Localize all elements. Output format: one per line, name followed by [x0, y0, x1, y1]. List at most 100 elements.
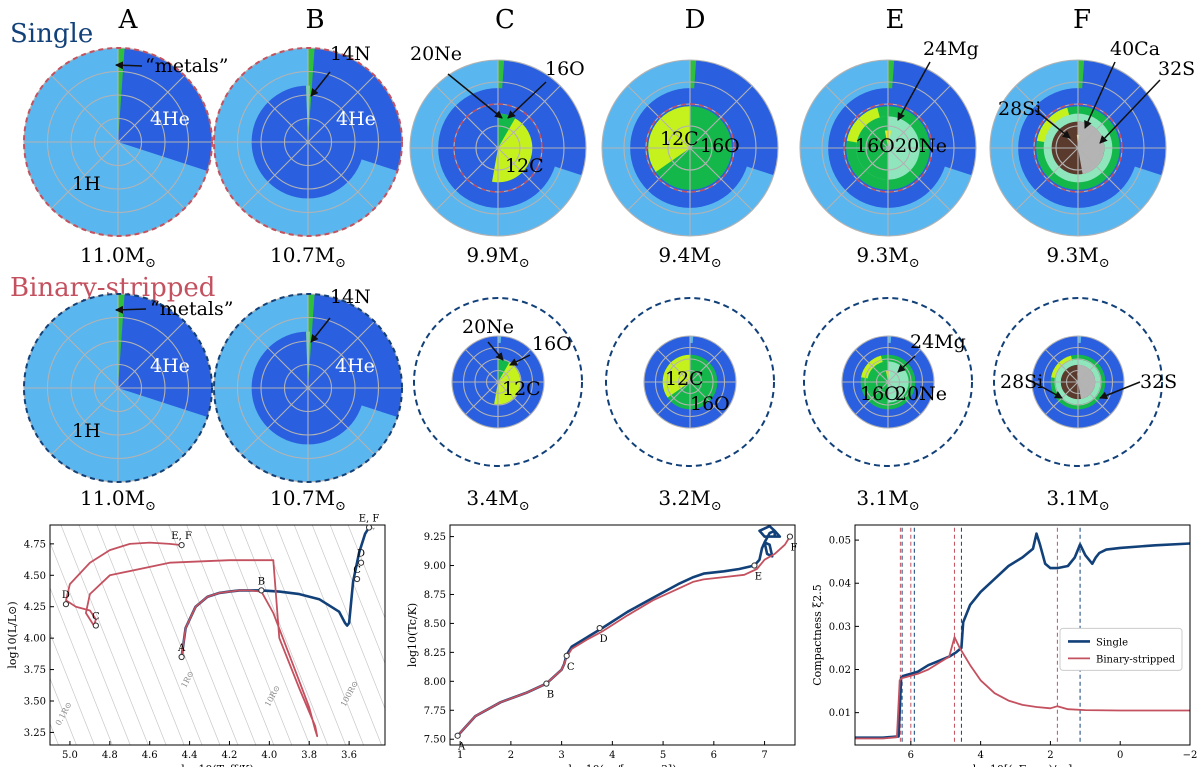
pie-grid-spoke [657, 349, 691, 383]
arrow [447, 73, 503, 119]
mass-label: 9.9M⊙ [466, 243, 529, 271]
label-he4: 4He [150, 108, 190, 130]
y-axis-label: log10(Tc/K) [406, 603, 419, 667]
point-label: D [62, 590, 70, 601]
y-tick-label: 9.25 [424, 532, 446, 543]
radius-label: 100R⊙ [339, 679, 360, 708]
x-tick-label: 2 [1047, 750, 1053, 761]
axes-frame [49, 524, 386, 746]
pie-grid-spoke [1077, 349, 1111, 383]
hr-diagram-chart: 0.1R⊙ 1R⊙ 10R⊙ 100R⊙ 1000R⊙ 5.0 4.8 4.6 4.4 4.2 4.… [6, 514, 386, 767]
x-axis-label: log10(Teff/K) [181, 763, 254, 767]
label-o16: 16O [855, 135, 895, 157]
label-o16: 16O [532, 333, 572, 355]
radius-line [50, 541, 131, 745]
x-tick-label: 7 [761, 750, 767, 761]
label-ne20: 20Ne [895, 383, 947, 405]
x-tick-label: 0 [1117, 750, 1123, 761]
pie-column-C [409, 59, 587, 237]
mass-label: 3.4M⊙ [466, 486, 529, 514]
column-label-D: D [685, 5, 706, 35]
arrow [115, 61, 143, 70]
x-tick-label: 2 [508, 750, 514, 761]
point-marker [751, 562, 758, 569]
point-marker [454, 732, 461, 739]
pie-column-B [213, 293, 403, 483]
pie-grid-spoke [117, 141, 185, 209]
column-label-C: C [495, 5, 515, 35]
pie-column-F [989, 59, 1167, 237]
pie-oxygen [498, 359, 510, 382]
point-marker [357, 559, 365, 566]
x-tick-label: 6 [711, 750, 717, 761]
legend-entry: Single [1096, 637, 1128, 648]
label-h1: 1H [72, 173, 101, 195]
radius-line [150, 525, 239, 745]
point-marker [258, 587, 265, 594]
pie-initial-radius [605, 297, 775, 467]
label-metals: “metals” [150, 298, 233, 320]
arrow [509, 354, 531, 366]
arrow [1034, 382, 1063, 399]
y-tick-label: 0.01 [829, 708, 851, 719]
radius-line [50, 677, 77, 745]
pie-grid-spoke [51, 75, 119, 143]
label-he4: 4He [336, 108, 376, 130]
radius-line [132, 525, 221, 745]
arrow [897, 61, 931, 121]
legend-entry: Binary-stripped [1096, 654, 1176, 665]
mass-labels-single: 11.0M⊙ 10.7M⊙ 9.9M⊙ 9.4M⊙ 9.3M⊙ 9.3M⊙ [80, 243, 1110, 271]
radius-label: 10R⊙ [263, 684, 282, 708]
label-ca40: 40Ca [1110, 38, 1160, 60]
row-label-single: Single [10, 19, 93, 49]
y-tick-label: 0.02 [829, 665, 851, 676]
label-ne20: 20Ne [410, 43, 462, 65]
label-si28: 28Si [1000, 371, 1043, 393]
arrow [1084, 61, 1116, 129]
x-tick-label: 4 [609, 750, 615, 761]
radius-line [240, 525, 329, 745]
mass-label: 9.4M⊙ [658, 243, 721, 271]
x-tick-label: 4.0 [261, 750, 277, 761]
y-tick-label: 0.04 [829, 579, 851, 590]
x-tick-label: 3 [558, 750, 564, 761]
y-tick-label: 8.75 [424, 590, 446, 601]
pie-grid-spoke [689, 381, 723, 415]
radius-line [50, 586, 113, 745]
point-label: C [353, 565, 361, 576]
plot-area [456, 525, 791, 737]
pie-grid-spoke [241, 387, 309, 455]
point-marker [178, 542, 185, 549]
mass-label: 10.7M⊙ [270, 486, 346, 514]
pie-grid-spoke [689, 349, 723, 383]
y-tick-label: 7.50 [424, 735, 446, 746]
pie-grid-spoke [51, 321, 119, 389]
mass-label: 9.3M⊙ [1046, 243, 1109, 271]
y-tick-label: 0.03 [829, 622, 851, 633]
pie-outline [213, 293, 403, 483]
radius-line [293, 525, 382, 745]
pie-column-D [605, 297, 775, 467]
label-s32: 32S [1158, 58, 1195, 80]
pie-grid-spoke [657, 381, 691, 415]
pie-grid-spoke [307, 75, 375, 143]
series-line-stripped [456, 536, 791, 737]
label-metals: “metals” [145, 55, 228, 77]
pie-grid-spoke [307, 321, 375, 389]
y-tick-label: 0.05 [829, 536, 851, 547]
pie-grid-spoke [117, 75, 185, 143]
pie-oxygen [498, 113, 516, 148]
pie-outline [213, 47, 403, 237]
y-tick-label: 3.50 [24, 697, 46, 708]
plot-area [855, 525, 1190, 745]
element-annotations: “metals” 4He 1H 14N 4He 20Ne 16O 12C 12C… [72, 38, 1195, 442]
point-marker [62, 601, 70, 608]
pie-grid-spoke [307, 141, 375, 209]
label-s32: 32S [1140, 371, 1177, 393]
x-tick-label: 4.4 [182, 750, 198, 761]
column-label-A: A [118, 5, 139, 35]
mass-label: 3.2M⊙ [658, 486, 721, 514]
label-h1: 1H [72, 420, 101, 442]
y-tick-label: 8.25 [424, 648, 446, 659]
